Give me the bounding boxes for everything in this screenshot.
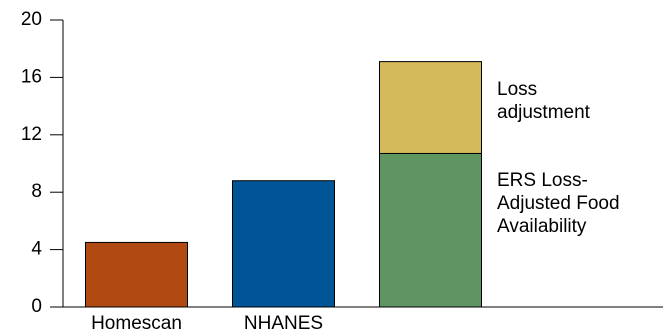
x-tick-label: Homescan	[91, 313, 182, 332]
bar	[232, 180, 335, 308]
bar	[379, 61, 482, 154]
y-tick-label: 0	[31, 296, 42, 317]
legend-label: ERS Loss-Adjusted Food Availability	[497, 170, 620, 238]
legend-entry: Loss adjustment	[497, 78, 590, 123]
y-tick-label: 12	[21, 124, 42, 145]
x-tick-label: NHANES	[244, 313, 323, 332]
legend-entry: ERS Loss-Adjusted Food Availability	[497, 170, 620, 238]
bar	[379, 152, 482, 308]
bar	[85, 241, 188, 308]
legend-label: Loss adjustment	[497, 78, 590, 123]
y-tick-label: 4	[31, 239, 42, 260]
y-tick-label: 8	[31, 181, 42, 202]
y-tick-label: 16	[21, 66, 42, 87]
y-tick-label: 20	[21, 9, 42, 30]
